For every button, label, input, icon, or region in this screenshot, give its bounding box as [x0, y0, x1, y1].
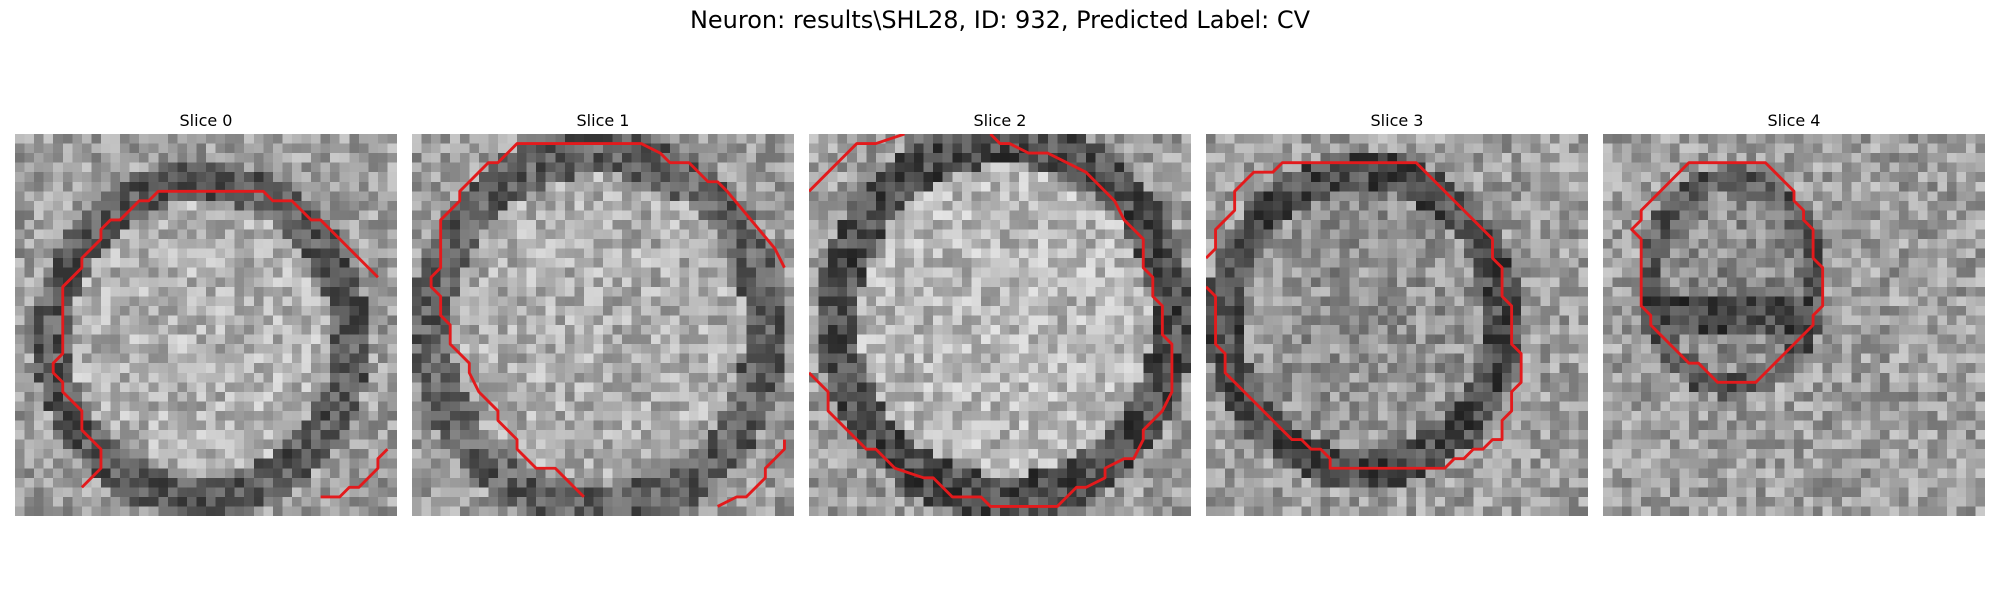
slice-title-4: Slice 4	[1767, 111, 1821, 130]
contour-overlay-4	[1630, 161, 1825, 384]
slice-image-1	[412, 134, 794, 516]
contour-overlay-0	[51, 189, 389, 499]
contour-line	[809, 134, 1174, 508]
contour-line	[51, 189, 379, 489]
slice-image-0	[15, 134, 397, 516]
contour-line	[716, 439, 786, 508]
contour-line	[429, 142, 786, 498]
slice-panel-3: Slice 3	[1206, 110, 1588, 516]
contour-line	[1206, 161, 1523, 470]
slice-title-3: Slice 3	[1370, 111, 1424, 130]
contour-line	[1630, 161, 1825, 384]
slice-panel-2: Slice 2	[809, 110, 1191, 516]
contour-line	[809, 134, 905, 193]
figure-title: Neuron: results\SHL28, ID: 932, Predicte…	[689, 6, 1311, 34]
contour-overlay-2	[809, 134, 1174, 508]
slice-panel-1: Slice 1	[412, 110, 794, 516]
slice-panel-0: Slice 0	[15, 110, 397, 516]
contour-overlay-1	[429, 142, 786, 508]
slice-title-1: Slice 1	[576, 111, 630, 130]
slice-image-3	[1206, 134, 1588, 516]
slice-image-2	[809, 134, 1191, 516]
contour-line	[320, 448, 389, 499]
slice-title-2: Slice 2	[973, 111, 1027, 130]
slice-panel-4: Slice 4	[1603, 110, 1985, 516]
contour-overlay-3	[1206, 161, 1523, 470]
slice-title-0: Slice 0	[179, 111, 233, 130]
